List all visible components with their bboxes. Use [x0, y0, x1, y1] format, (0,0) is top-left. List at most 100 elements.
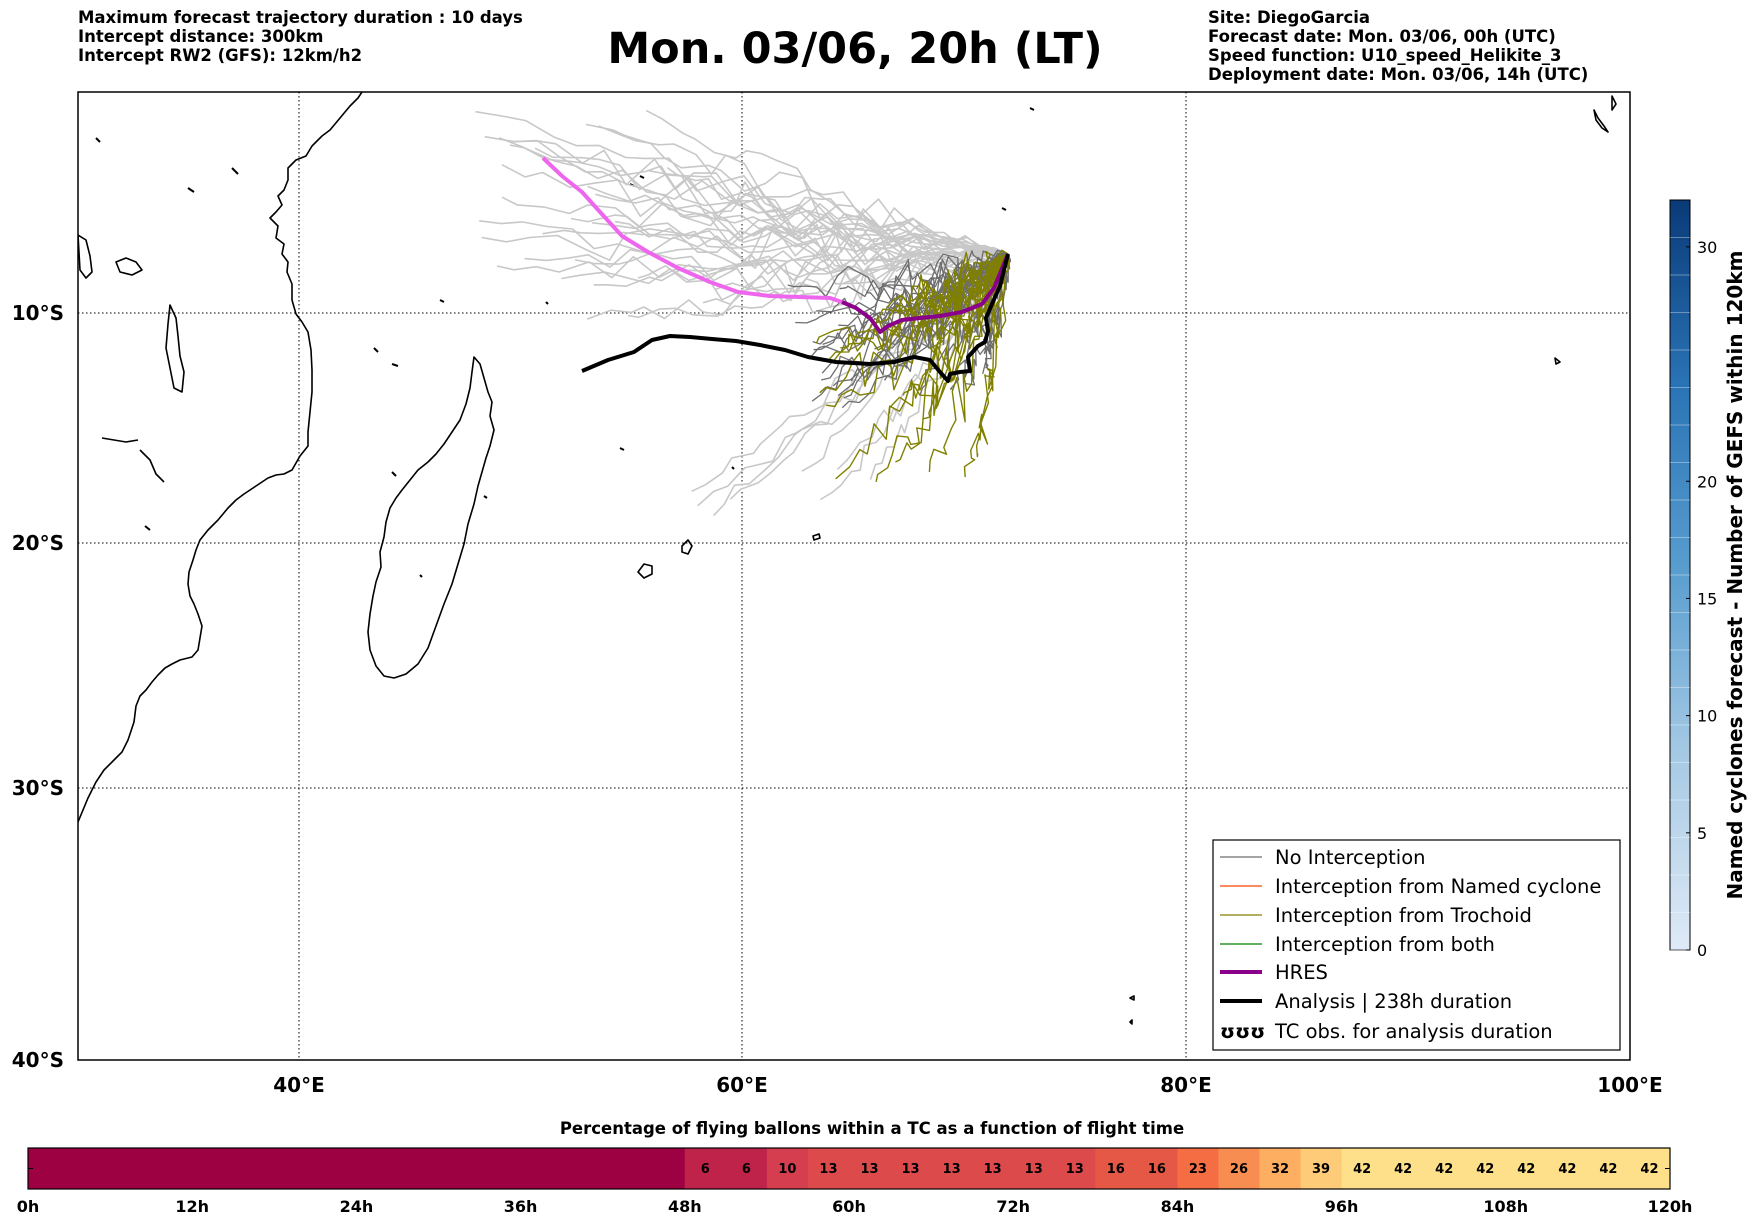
trajectory-line [666, 166, 1009, 256]
percent-bar-frame [27, 1147, 1671, 1190]
percent-cell-value: 26 [1230, 1162, 1248, 1177]
colorbar-tick-label: 30 [1697, 238, 1717, 257]
lake-fragment-1 [101, 437, 165, 483]
trajectory-line [475, 110, 1009, 255]
percent-cell [1259, 1148, 1302, 1189]
legend-label-named-cyclone: Interception from Named cyclone [1275, 875, 1601, 898]
legend-label-trochoid: Interception from Trochoid [1275, 904, 1532, 927]
time-label: 108h [1483, 1197, 1528, 1216]
percent-cell-value: 42 [1599, 1162, 1617, 1177]
northeast-island [1593, 95, 1617, 133]
saint-paul-islands [1129, 995, 1135, 1025]
percent-cell [1218, 1148, 1260, 1189]
trajectory-line [984, 253, 1009, 369]
colorbar-label: Named cyclones forecast - Number of GEFS… [1723, 251, 1747, 900]
percent-cell [1505, 1148, 1548, 1189]
mozambique-island [165, 304, 185, 393]
tc-obs-symbol-icon: ʊʊʊ [1220, 1020, 1265, 1043]
lon-label-40e: 40°E [273, 1073, 325, 1097]
trajectory-line [895, 253, 1009, 463]
header-info-right: Site: DiegoGarcia Forecast date: Mon. 03… [1208, 8, 1588, 84]
percent-cell [1382, 1148, 1425, 1189]
percent-cell-value: 42 [1435, 1162, 1453, 1177]
time-label: 36h [504, 1197, 538, 1216]
percent-bar: Percentage of flying ballons within a TC… [17, 1119, 1693, 1216]
legend-label-both: Interception from both [1275, 933, 1495, 956]
trajectory-line [815, 253, 1009, 352]
percent-cell-value: 23 [1189, 1162, 1207, 1177]
trajectory-line [593, 253, 1009, 301]
time-label: 0h [17, 1197, 40, 1216]
time-label: 24h [340, 1197, 374, 1216]
percent-cell [972, 1148, 1014, 1189]
time-label: 60h [832, 1197, 866, 1216]
site-text: Site: DiegoGarcia [1208, 8, 1371, 27]
time-label: 48h [668, 1197, 702, 1216]
map-legend: No Interception Interception from Named … [1212, 839, 1621, 1051]
trajectory-line [828, 253, 1009, 361]
percent-cell [1136, 1148, 1178, 1189]
percent-cell [1628, 1148, 1671, 1189]
percent-cell [1587, 1148, 1630, 1189]
colorbar-tick-label: 0 [1697, 941, 1707, 960]
percent-cell [1054, 1148, 1096, 1189]
percent-cell-value: 16 [1107, 1162, 1125, 1177]
trajectory-line [561, 253, 1009, 294]
lon-label-60e: 60°E [716, 1073, 768, 1097]
trajectory-line [598, 125, 1009, 255]
trajectory-line [819, 253, 1009, 394]
trajectory-line [928, 253, 1009, 473]
trajectory-line [835, 253, 1009, 480]
map-frame [77, 91, 1631, 1061]
percent-cell [684, 1148, 727, 1189]
percent-time-labels: 0h 12h 24h 36h 48h 60h 72h 84h 96h 108h 120h [17, 1197, 1693, 1216]
legend-items: No Interception Interception from Named … [1220, 846, 1601, 1043]
percent-cell [1423, 1148, 1466, 1189]
analysis-trajectory [581, 253, 1010, 383]
percent-cell-value: 13 [1025, 1162, 1043, 1177]
percent-cell-value: 6 [742, 1162, 751, 1177]
lat-label-10s: 10°S [12, 301, 64, 325]
colorbar-tick-label: 20 [1697, 472, 1717, 491]
percent-cell [1095, 1148, 1137, 1189]
coastlines [78, 92, 1617, 1025]
percent-cell [849, 1148, 891, 1189]
page-title: Mon. 03/06, 20h (LT) [607, 24, 1103, 74]
percent-cell-value: 13 [984, 1162, 1002, 1177]
percent-cell-value: 13 [943, 1162, 961, 1177]
percent-cell [890, 1148, 932, 1189]
colorbar-tick-label: 15 [1697, 589, 1717, 608]
lat-label-30s: 30°S [12, 776, 64, 800]
percent-cell-value: 13 [1066, 1162, 1084, 1177]
time-label: 120h [1648, 1197, 1693, 1216]
intercept-rw2-text: Intercept RW2 (GFS): 12km/h2 [78, 46, 363, 65]
time-label: 12h [175, 1197, 209, 1216]
hres-trajectory-late [841, 253, 1010, 334]
percent-cell-value: 42 [1517, 1162, 1535, 1177]
percent-cell-value: 13 [902, 1162, 920, 1177]
time-label: 96h [1325, 1197, 1359, 1216]
legend-label-hres: HRES [1275, 961, 1328, 984]
percent-cell [807, 1148, 850, 1189]
cocos-islands [1554, 357, 1561, 365]
trajectory-line [595, 193, 1009, 256]
legend-label-tc-obs: TC obs. for analysis duration [1274, 1020, 1553, 1043]
forecast-date-text: Forecast date: Mon. 03/06, 00h (UTC) [1208, 27, 1556, 46]
percent-cell-value: 39 [1312, 1162, 1330, 1177]
percent-bar-title: Percentage of flying ballons within a TC… [560, 1119, 1184, 1138]
africa-coastline [78, 92, 363, 823]
trajectory-layer [475, 109, 1012, 517]
colorbar: 0 5 10 15 20 30 Named cyclones forecast - Num… [1669, 199, 1747, 960]
percent-cell [1013, 1148, 1055, 1189]
percent-cell-value: 13 [819, 1162, 837, 1177]
percent-cell [766, 1148, 809, 1189]
percent-cell [931, 1148, 973, 1189]
trajectory-line [501, 196, 1009, 262]
legend-box [1212, 839, 1621, 1051]
percent-cell [1464, 1148, 1507, 1189]
gridlines [78, 92, 1630, 1060]
trajectory-line [963, 253, 1011, 478]
trajectory-line [645, 109, 1009, 255]
mauritius [681, 539, 693, 555]
